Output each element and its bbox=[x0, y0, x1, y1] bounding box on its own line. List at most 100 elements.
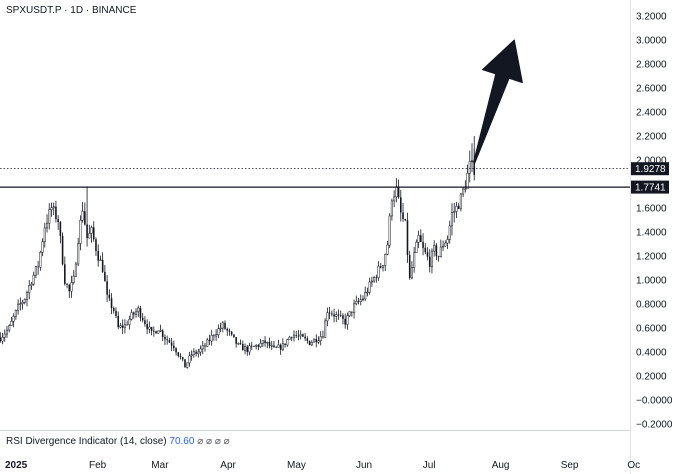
candle bbox=[450, 203, 454, 236]
candle bbox=[335, 311, 338, 323]
candle bbox=[201, 340, 204, 355]
candle bbox=[66, 282, 68, 289]
candle bbox=[312, 338, 316, 343]
candle bbox=[466, 164, 469, 190]
candle bbox=[19, 297, 22, 311]
time-axis[interactable]: 2025 Feb Mar Apr May Jun Jul Aug Sep Oc bbox=[5, 460, 640, 471]
price-axis[interactable]: 3.2000 3.0000 2.8000 2.6000 2.4000 2.2000 2.00… bbox=[636, 12, 673, 431]
candle bbox=[8, 324, 11, 333]
candle bbox=[97, 244, 99, 267]
current-price-tag-text: 1.9278 bbox=[635, 164, 666, 175]
candle bbox=[428, 249, 431, 273]
candle bbox=[188, 351, 191, 367]
candle bbox=[242, 340, 244, 351]
time-tick-label: Oc bbox=[627, 460, 640, 471]
candle bbox=[413, 246, 416, 273]
candle bbox=[166, 335, 168, 345]
time-tick-label: May bbox=[287, 460, 306, 471]
candle bbox=[337, 309, 340, 320]
candle bbox=[10, 316, 13, 327]
candle bbox=[32, 271, 35, 286]
candle bbox=[279, 343, 282, 355]
candle bbox=[299, 330, 302, 340]
level-price-tag-text: 1.7741 bbox=[635, 183, 666, 194]
candle bbox=[255, 344, 258, 350]
candle bbox=[12, 313, 15, 328]
candle bbox=[99, 255, 102, 261]
candle bbox=[233, 334, 235, 338]
candle bbox=[328, 306, 331, 319]
candle bbox=[417, 230, 420, 248]
candle bbox=[190, 350, 193, 361]
candle bbox=[462, 186, 465, 198]
rsi-indicator-legend[interactable]: RSI Divergence Indicator (14, close) 70.… bbox=[6, 436, 230, 447]
candle bbox=[230, 331, 233, 337]
candle bbox=[170, 338, 173, 352]
candle bbox=[361, 295, 365, 302]
time-tick-label: Jun bbox=[356, 460, 372, 471]
price-tick-label: 2.2000 bbox=[636, 132, 667, 143]
candle bbox=[126, 320, 128, 326]
price-tick-label: 3.2000 bbox=[636, 12, 667, 23]
candle bbox=[175, 347, 177, 356]
candle bbox=[115, 307, 117, 319]
candle bbox=[92, 221, 95, 242]
rsi-indicator-symbols: ⌀ ⌀ ⌀ ⌀ bbox=[197, 436, 229, 447]
candle bbox=[173, 340, 175, 352]
candle bbox=[110, 293, 113, 315]
candle bbox=[119, 322, 122, 329]
candle bbox=[130, 309, 133, 321]
candle bbox=[308, 340, 311, 346]
candle bbox=[259, 338, 262, 349]
candle bbox=[266, 341, 269, 349]
candle bbox=[273, 340, 275, 348]
price-tick-label: 0.2000 bbox=[636, 372, 667, 383]
candle bbox=[64, 256, 66, 286]
candle bbox=[464, 180, 467, 193]
candle bbox=[264, 336, 266, 347]
candle bbox=[370, 276, 373, 287]
candle bbox=[215, 329, 218, 341]
candle bbox=[186, 362, 189, 369]
candle bbox=[226, 327, 229, 336]
candle bbox=[146, 319, 148, 335]
candle bbox=[404, 218, 407, 222]
candle bbox=[390, 198, 393, 221]
candle bbox=[388, 213, 391, 249]
candle bbox=[199, 345, 202, 356]
candle bbox=[128, 315, 131, 330]
candle bbox=[295, 331, 298, 338]
candle bbox=[79, 215, 82, 251]
candle bbox=[448, 220, 451, 244]
candle bbox=[139, 305, 142, 322]
candle bbox=[393, 190, 396, 208]
candle bbox=[57, 215, 59, 230]
candle bbox=[81, 202, 84, 223]
candle bbox=[224, 320, 226, 331]
candle bbox=[121, 319, 124, 334]
candle bbox=[368, 277, 371, 295]
price-tick-label: 2.8000 bbox=[636, 60, 667, 71]
candle bbox=[23, 298, 26, 305]
candle bbox=[422, 233, 424, 256]
price-tick-label: 1.2000 bbox=[636, 252, 667, 263]
candle bbox=[306, 336, 309, 344]
candle bbox=[408, 250, 411, 280]
candle bbox=[177, 352, 180, 358]
candle bbox=[366, 287, 369, 297]
candle bbox=[257, 344, 260, 351]
candle bbox=[455, 201, 458, 218]
trend-arrow[interactable] bbox=[473, 39, 523, 164]
time-tick-label: Sep bbox=[561, 460, 579, 471]
candle bbox=[25, 290, 29, 307]
candle bbox=[228, 328, 231, 336]
candle bbox=[148, 321, 151, 334]
candle bbox=[342, 313, 344, 325]
time-tick-label: Feb bbox=[89, 460, 107, 471]
candle bbox=[213, 333, 215, 341]
candle bbox=[297, 330, 300, 341]
candle bbox=[351, 311, 353, 317]
candle bbox=[50, 202, 53, 217]
candle bbox=[197, 349, 200, 358]
